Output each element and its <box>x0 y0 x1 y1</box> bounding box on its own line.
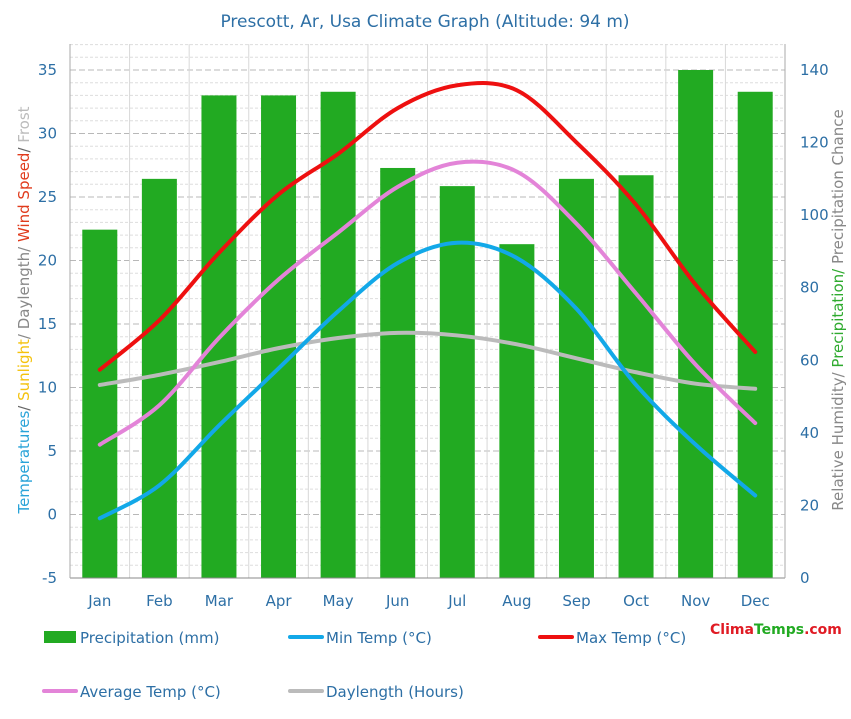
climatemps-logo: ClimaTemps.com <box>710 622 842 638</box>
line-min <box>97 240 758 521</box>
precip-bar-nov <box>678 70 714 578</box>
grid-lines <box>69 44 786 579</box>
left-tick-label: 10 <box>38 379 57 397</box>
x-tick-label: Oct <box>623 592 649 610</box>
x-tick-label: May <box>323 592 354 610</box>
x-tick-label: Aug <box>502 592 531 610</box>
axis-label-part: Relative Humidity/ <box>829 368 847 511</box>
right-axis-label: Relative Humidity/ Precipitation/ Precip… <box>829 109 847 510</box>
line-max <box>97 81 758 372</box>
x-tick-label: Sep <box>562 592 590 610</box>
line-average <box>97 159 758 447</box>
axis-label-part: Wind Speed <box>15 153 33 243</box>
right-tick-label: 140 <box>800 61 829 79</box>
left-tick-label: 25 <box>38 188 57 206</box>
right-tick-label: 20 <box>800 496 819 514</box>
precip-bar-sep <box>558 178 594 578</box>
axis-label-part: Sunlight <box>15 339 33 401</box>
precip-bar-jun <box>380 167 416 578</box>
x-tick-label: Jun <box>385 592 409 610</box>
legend: Precipitation (mm) Min Temp (°C) Max Temp … <box>42 629 686 701</box>
left-tick-label: 15 <box>38 315 57 333</box>
x-tick-label: Feb <box>146 592 173 610</box>
legend-label: Max Temp (°C) <box>576 629 686 647</box>
right-tick-label: 100 <box>800 206 829 224</box>
axis-label-part: Precipitation/ <box>829 264 847 368</box>
left-tick-label: 5 <box>47 442 57 460</box>
precipitation-bars <box>82 70 773 579</box>
chart-title: Prescott, Ar, Usa Climate Graph (Altitud… <box>220 12 629 32</box>
axis-label-part: Frost <box>15 106 33 142</box>
axis-label-part: / Daylength/ <box>15 242 33 339</box>
right-tick-label: 60 <box>800 351 819 369</box>
left-tick-label: -5 <box>42 569 57 587</box>
right-axis-ticks: 0 20 40 60 80 100 120 140 <box>800 61 829 587</box>
right-tick-label: 40 <box>800 424 819 442</box>
right-tick-label: 0 <box>800 569 810 587</box>
x-tick-label: Jan <box>87 592 111 610</box>
precip-bar-dec <box>737 91 773 579</box>
x-tick-label: Apr <box>266 592 293 610</box>
legend-swatch <box>44 631 76 643</box>
left-axis-ticks: -5 0 5 10 15 20 25 30 35 <box>38 61 57 587</box>
temperature-lines <box>97 81 758 521</box>
axis-label-part: Temperatures <box>15 411 33 515</box>
left-tick-label: 30 <box>38 125 57 143</box>
axis-label-part: / <box>15 143 33 153</box>
x-tick-label: Nov <box>681 592 710 610</box>
x-axis-ticks: Jan Feb Mar Apr May Jun Jul Aug Sep Oct Nov Dec <box>87 592 769 610</box>
precip-bar-aug <box>499 244 535 578</box>
left-axis-label: Temperatures/ Sunlight/ Daylength/ Wind … <box>15 106 33 514</box>
legend-label: Daylength (Hours) <box>326 683 464 701</box>
precip-bar-jul <box>439 186 475 578</box>
brand-part: .com <box>804 622 842 638</box>
brand-part: Clima <box>710 622 754 638</box>
x-tick-label: Mar <box>205 592 234 610</box>
right-tick-label: 120 <box>800 134 829 152</box>
legend-label: Precipitation (mm) <box>80 629 219 647</box>
left-tick-label: 35 <box>38 61 57 79</box>
axis-label-part: / <box>15 401 33 411</box>
brand-part: Temps <box>754 622 804 638</box>
legend-label: Average Temp (°C) <box>80 683 221 701</box>
line-daylength <box>97 330 758 391</box>
left-tick-label: 0 <box>47 506 57 524</box>
axes <box>69 44 786 579</box>
legend-label: Min Temp (°C) <box>326 629 432 647</box>
precip-bar-jan <box>82 229 118 578</box>
left-tick-label: 20 <box>38 252 57 270</box>
precip-bar-apr <box>261 95 297 579</box>
axis-label-part: Precipitation Chance <box>829 109 847 264</box>
x-tick-label: Dec <box>741 592 770 610</box>
right-tick-label: 80 <box>800 279 819 297</box>
x-tick-label: Jul <box>447 592 466 610</box>
